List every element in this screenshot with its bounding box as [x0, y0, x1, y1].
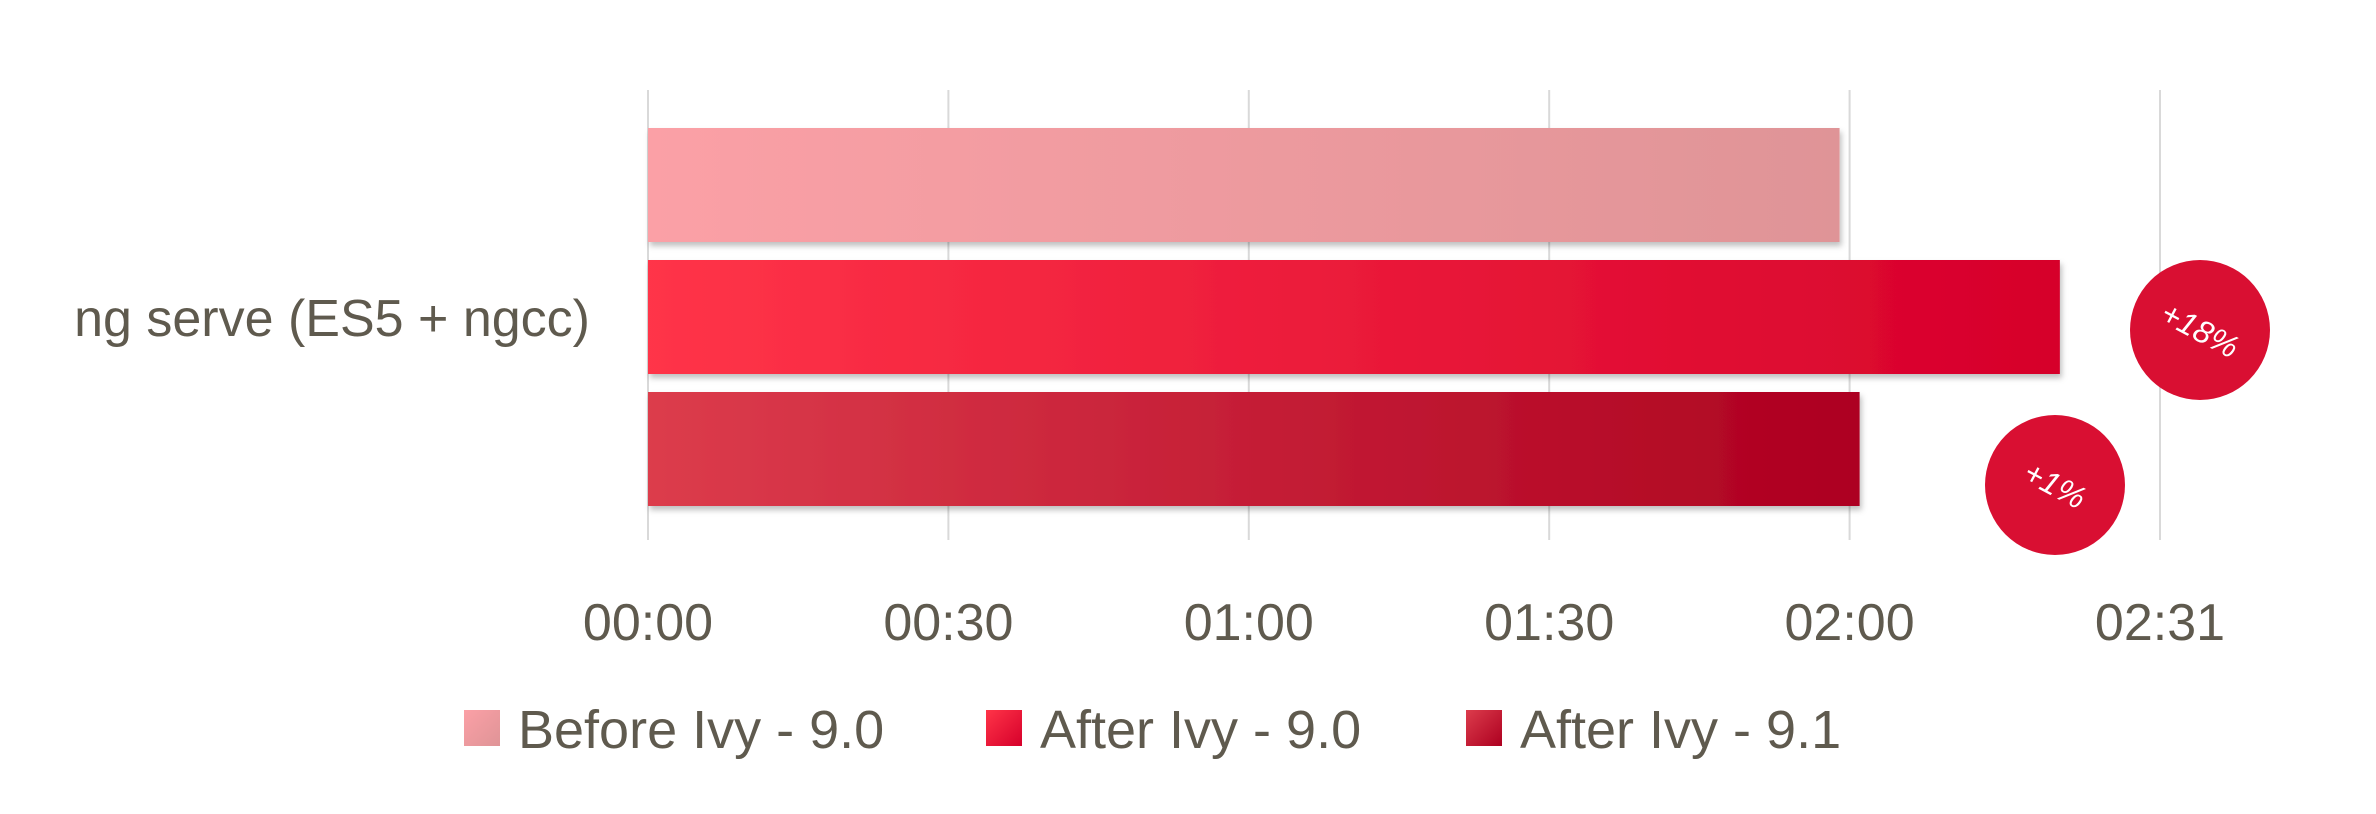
category-label: ng serve (ES5 + ngcc): [74, 290, 590, 348]
y-axis: ng serve (ES5 + ngcc): [74, 290, 590, 348]
x-tick-label: 00:00: [583, 594, 713, 652]
badge-circle: [2130, 260, 2270, 400]
legend-swatch: [464, 710, 500, 746]
bar-before-ivy-9-0: [648, 128, 1840, 242]
annotation-badge: +1%: [1985, 415, 2125, 555]
legend-label: After Ivy - 9.0: [1040, 700, 1361, 760]
legend-label: After Ivy - 9.1: [1520, 700, 1841, 760]
badge-circle: [1985, 415, 2125, 555]
x-tick-label: 00:30: [883, 594, 1013, 652]
x-axis: 00:00 00:30 01:00 01:30 02:00 02:31: [583, 594, 2225, 652]
x-tick-label: 01:00: [1184, 594, 1314, 652]
x-tick-label: 01:30: [1484, 594, 1614, 652]
legend-item: Before Ivy - 9.0: [464, 700, 884, 760]
x-tick-label: 02:00: [1785, 594, 1915, 652]
legend-label: Before Ivy - 9.0: [518, 700, 884, 760]
legend-swatch: [1466, 710, 1502, 746]
legend: Before Ivy - 9.0 After Ivy - 9.0 After Ivy…: [464, 700, 1841, 760]
bar-after-ivy-9-0: [648, 260, 2060, 374]
legend-swatch: [986, 710, 1022, 746]
annotation-badge: +18%: [2130, 260, 2270, 400]
annotations: +18%+1%: [1985, 260, 2270, 555]
bars: [648, 128, 2060, 506]
bar-after-ivy-9-1: [648, 392, 1860, 506]
legend-item: After Ivy - 9.1: [1466, 700, 1841, 760]
legend-item: After Ivy - 9.0: [986, 700, 1361, 760]
x-tick-label: 02:31: [2095, 594, 2225, 652]
